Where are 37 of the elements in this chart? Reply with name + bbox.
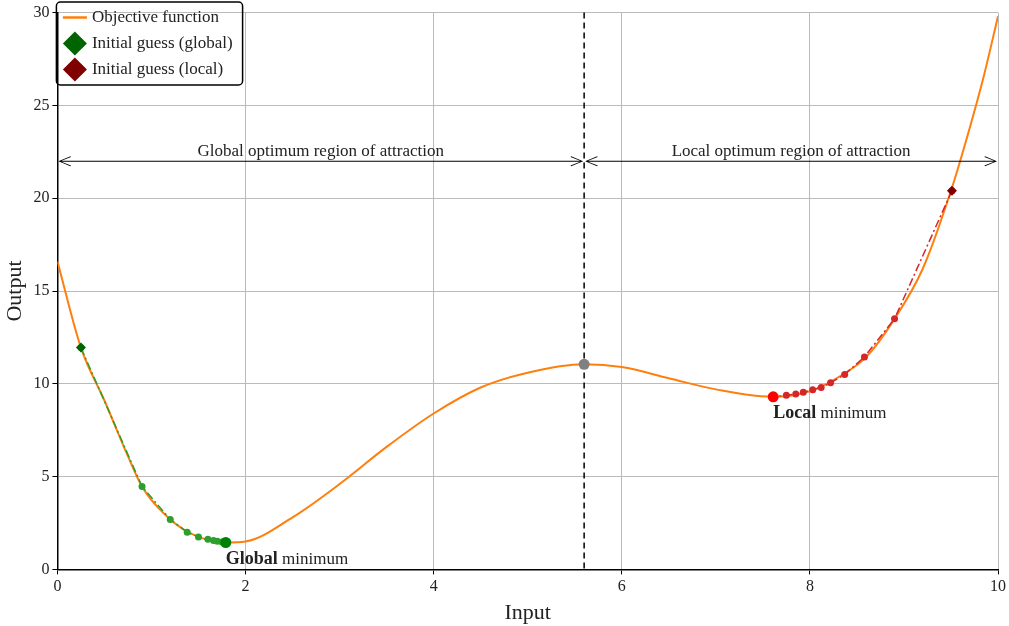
y-tick-label: 0 <box>41 559 50 577</box>
annotation: Global optimum region of attraction <box>197 141 445 161</box>
point <box>799 388 807 396</box>
point <box>891 315 899 323</box>
y-tick-label: 20 <box>33 188 50 206</box>
legend-label: Initial guess (local) <box>91 58 224 78</box>
annotation: Local minimum <box>773 402 887 423</box>
point <box>817 384 825 392</box>
x-tick-label: 8 <box>805 577 814 595</box>
y-axis-title: Output <box>0 260 26 322</box>
point <box>841 371 849 379</box>
x-tick-label: 4 <box>429 577 438 595</box>
point <box>578 358 590 370</box>
legend-label: Objective function <box>91 6 220 26</box>
point <box>194 533 202 541</box>
point <box>792 390 800 398</box>
x-tick-label: 6 <box>617 577 626 595</box>
point <box>809 386 817 394</box>
x-tick-label: 10 <box>990 577 1006 595</box>
annotation: Local optimum region of attraction <box>671 141 911 161</box>
point <box>183 528 191 536</box>
y-tick-label: 5 <box>41 466 50 484</box>
point <box>166 515 174 523</box>
point <box>138 483 146 491</box>
point <box>827 379 835 387</box>
x-tick-label: 0 <box>53 577 62 595</box>
y-tick-label: 10 <box>33 374 50 391</box>
y-tick-label: 15 <box>33 281 50 299</box>
y-tick-label: 30 <box>33 2 50 20</box>
point <box>860 353 868 361</box>
point <box>782 391 790 399</box>
x-tick-label: 2 <box>241 577 250 595</box>
legend-label: Initial guess (global) <box>91 32 233 52</box>
annotation: Global minimum <box>225 548 349 569</box>
point <box>204 535 212 543</box>
x-axis-title: Input <box>504 598 551 624</box>
y-tick-label: 25 <box>33 95 50 113</box>
